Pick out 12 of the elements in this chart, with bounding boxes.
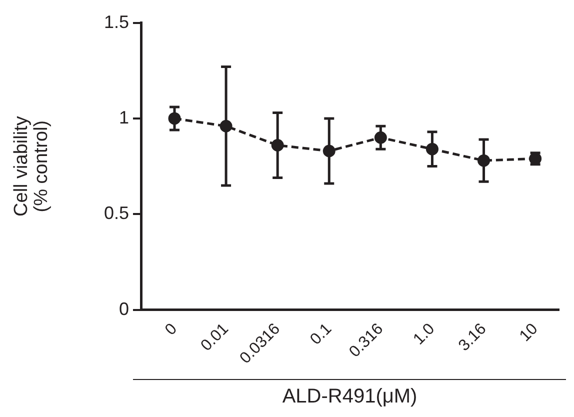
x-tick-label: 1.0 [410, 320, 438, 348]
y-tick-label: 0 [118, 298, 129, 319]
x-tick-label: 3.16 [456, 320, 490, 355]
y-tick-label: 0.5 [104, 203, 129, 224]
x-tick-label: 0.1 [307, 320, 336, 348]
x-tick-label: 10 [516, 320, 542, 346]
y-axis-title: Cell viability (% control) [11, 116, 52, 216]
x-tick-label: 0.01 [198, 320, 232, 355]
x-tick-label: 0 [162, 320, 181, 339]
y-tick-label: 1 [118, 107, 129, 128]
x-axis-title: ALD-R491(μM) [282, 386, 418, 408]
y-tick-label: 1.5 [104, 12, 129, 32]
